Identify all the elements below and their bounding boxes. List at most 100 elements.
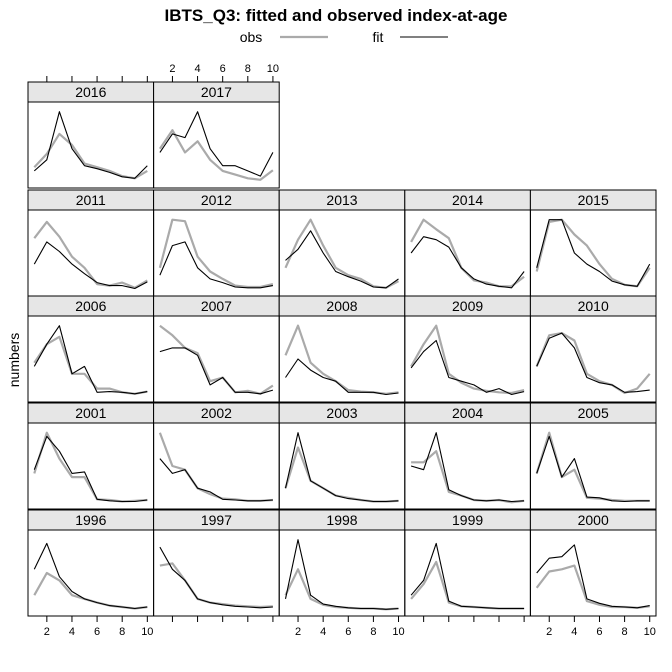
panel-1997: 1997 xyxy=(153,509,280,617)
series-obs-2009 xyxy=(410,324,525,395)
series-fit-2000 xyxy=(536,544,650,609)
series-fit-2003 xyxy=(284,432,399,503)
x-tick-label: 2 xyxy=(44,626,50,638)
series-fit-2006 xyxy=(33,325,148,395)
strip-label-2007: 2007 xyxy=(201,298,232,314)
panel-2007: 2007 xyxy=(153,295,280,403)
series-fit-2009 xyxy=(410,339,525,396)
y-axis-label: numbers xyxy=(6,333,22,387)
plot-frame-2014 xyxy=(404,209,531,297)
panel-2013: 2013 xyxy=(278,189,406,297)
series-obs-2010 xyxy=(535,332,651,395)
panel-2012: 2012 xyxy=(153,189,280,297)
x-tick-label: 4 xyxy=(69,626,75,638)
plot-frame-2006 xyxy=(27,315,155,403)
series-fit-2013 xyxy=(285,230,399,289)
strip-label-2002: 2002 xyxy=(201,405,232,421)
series-obs-2003 xyxy=(284,446,399,503)
x-tick-label: 10 xyxy=(267,63,279,75)
x-tick-label: 6 xyxy=(94,626,100,638)
strip-label-2014: 2014 xyxy=(452,192,483,208)
x-tick-label: 10 xyxy=(644,626,656,638)
series-obs-2006 xyxy=(33,335,148,395)
series-obs-2008 xyxy=(284,324,399,395)
panel-2015: 2015 xyxy=(529,189,657,297)
series-obs-2014 xyxy=(410,218,525,288)
panel-2009: 2009 xyxy=(404,295,531,403)
series-fit-2005 xyxy=(536,435,650,503)
series-fit-2012 xyxy=(159,241,273,289)
panel-grid: 1996 1997 1998 1999 2000 2001 2002 2003 2004 2005… xyxy=(27,81,657,617)
strip-label-2013: 2013 xyxy=(326,192,357,208)
x-axes: 2 4 6 8 10 2 4 6 8 10 2 4 6 8 10 2 4 6 8 10 xyxy=(44,63,656,638)
x-tick-label: 2 xyxy=(169,63,175,75)
panel-2011: 2011 xyxy=(27,189,155,297)
x-tick-label: 4 xyxy=(320,626,326,638)
panel-2002: 2002 xyxy=(153,402,280,510)
series-obs-2013 xyxy=(284,218,400,289)
panel-2000: 2000 xyxy=(529,509,657,617)
strip-label-2017: 2017 xyxy=(201,84,232,100)
panel-1996: 1996 xyxy=(27,509,155,617)
plot-frame-2013 xyxy=(278,209,406,297)
panel-1999: 1999 xyxy=(404,509,531,617)
strip-label-2000: 2000 xyxy=(578,512,609,528)
x-axis-col-2: 2 4 6 8 10 xyxy=(169,63,279,82)
series-obs-2005 xyxy=(535,431,650,502)
plot-frame-1999 xyxy=(404,529,531,617)
series-fit-2011 xyxy=(33,241,148,290)
series-fit-2015 xyxy=(536,219,651,287)
strip-label-2012: 2012 xyxy=(201,192,232,208)
series-fit-2002 xyxy=(159,458,273,502)
x-tick-label: 8 xyxy=(245,63,251,75)
panel-2006: 2006 xyxy=(27,295,155,403)
x-axis-col-2 xyxy=(171,616,274,622)
series-fit-2004 xyxy=(410,432,525,503)
x-tick-label: 6 xyxy=(345,626,351,638)
series-obs-2004 xyxy=(411,450,525,504)
series-fit-2008 xyxy=(285,358,399,396)
x-tick-label: 8 xyxy=(119,626,125,638)
x-tick-label: 8 xyxy=(370,626,376,638)
series-fit-2017 xyxy=(159,111,274,177)
x-axis-col-3: 2 4 6 8 10 xyxy=(295,616,405,638)
x-tick-label: 2 xyxy=(546,626,552,638)
series-obs-2007 xyxy=(159,324,274,395)
plot-frame-2000 xyxy=(529,529,657,617)
series-fit-1996 xyxy=(33,542,148,610)
panel-2008: 2008 xyxy=(278,295,406,403)
x-axis-col-1: 2 4 6 8 10 xyxy=(44,616,153,638)
panel-2005: 2005 xyxy=(529,402,657,510)
series-fit-2007 xyxy=(159,347,274,395)
legend-label-obs: obs xyxy=(240,29,263,45)
x-tick-label: 8 xyxy=(622,626,628,638)
strip-label-2003: 2003 xyxy=(326,405,357,421)
strip-label-2001: 2001 xyxy=(75,405,106,421)
plot-frame-2016 xyxy=(27,101,155,189)
strip-label-2008: 2008 xyxy=(326,298,357,314)
plot-frame-2009 xyxy=(404,315,531,403)
strip-label-2015: 2015 xyxy=(578,192,609,208)
series-obs-1996 xyxy=(33,571,148,610)
series-obs-2012 xyxy=(158,218,274,289)
strip-label-2011: 2011 xyxy=(76,192,106,208)
legend: obs fit xyxy=(240,29,448,45)
x-tick-label: 4 xyxy=(194,63,200,75)
strip-label-2005: 2005 xyxy=(578,405,609,421)
chart-title: IBTS_Q3: fitted and observed index-at-ag… xyxy=(165,6,508,25)
series-obs-2016 xyxy=(33,132,148,180)
strip-label-1999: 1999 xyxy=(452,512,483,528)
series-fit-2010 xyxy=(536,332,650,393)
panel-2001: 2001 xyxy=(27,402,155,510)
strip-label-2010: 2010 xyxy=(578,298,609,314)
series-obs-1998 xyxy=(284,568,399,611)
series-obs-1997 xyxy=(159,562,273,609)
series-obs-2002 xyxy=(158,432,273,502)
plot-frame-2007 xyxy=(153,315,280,403)
panel-2003: 2003 xyxy=(278,402,406,510)
panel-2014: 2014 xyxy=(404,189,531,297)
strip-label-1997: 1997 xyxy=(201,512,232,528)
series-fit-1998 xyxy=(284,539,399,610)
series-fit-2016 xyxy=(33,111,148,179)
